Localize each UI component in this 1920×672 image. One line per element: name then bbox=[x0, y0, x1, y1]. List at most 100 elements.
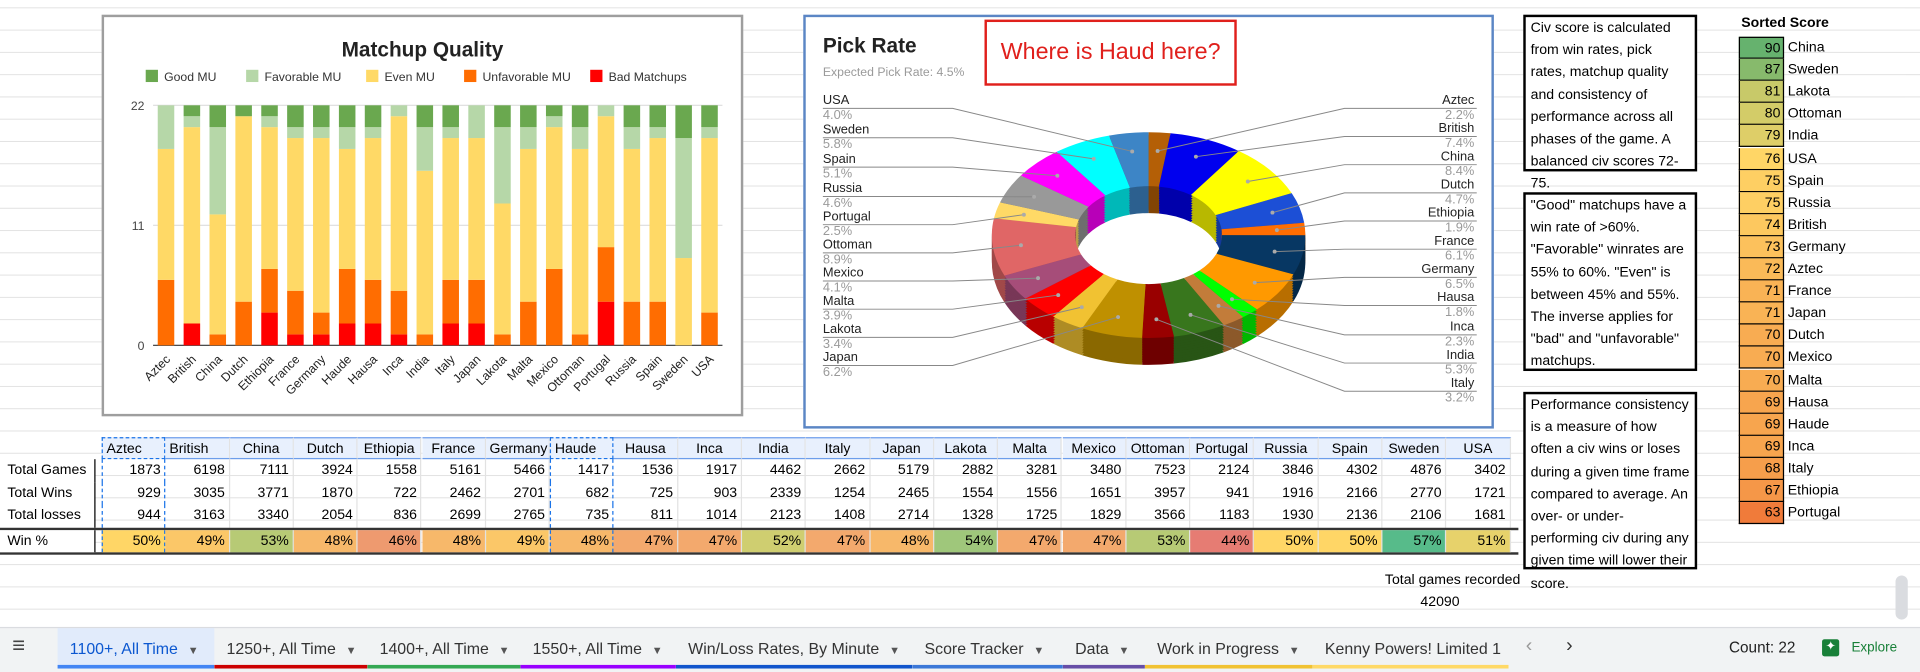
column-header-sweden[interactable]: Sweden bbox=[1382, 437, 1446, 460]
bar-bad-france[interactable] bbox=[287, 334, 304, 345]
tab-menu-caret-icon[interactable]: ▼ bbox=[188, 644, 199, 656]
table-cell[interactable]: 54% bbox=[934, 530, 998, 553]
scroll-tabs-left-icon[interactable]: ‹ bbox=[1526, 636, 1533, 658]
table-cell[interactable]: 6198 bbox=[166, 460, 230, 483]
all-sheets-menu-icon[interactable]: ≡ bbox=[12, 633, 25, 659]
column-header-mexico[interactable]: Mexico bbox=[1062, 437, 1126, 460]
table-cell[interactable]: 1183 bbox=[1190, 505, 1254, 528]
row-label[interactable]: Win % bbox=[0, 530, 96, 553]
table-cell[interactable]: 1536 bbox=[614, 460, 678, 483]
bar-favorable-hausa[interactable] bbox=[365, 127, 382, 138]
column-header-dutch[interactable]: Dutch bbox=[294, 437, 358, 460]
bar-unfavorable-malta[interactable] bbox=[520, 302, 537, 346]
sheet-tab-4[interactable]: 1550+, All Time▼ bbox=[520, 628, 676, 668]
table-cell[interactable]: 1408 bbox=[806, 505, 870, 528]
table-cell[interactable]: 1556 bbox=[998, 482, 1062, 505]
table-cell[interactable]: 2765 bbox=[486, 505, 550, 528]
table-cell[interactable]: 2166 bbox=[1318, 482, 1382, 505]
table-cell[interactable]: 2136 bbox=[1318, 505, 1382, 528]
sheet-tab-7[interactable]: Data▼ bbox=[1063, 628, 1145, 668]
tab-menu-caret-icon[interactable]: ▼ bbox=[1289, 644, 1300, 656]
table-cell[interactable]: 2123 bbox=[742, 505, 806, 528]
bar-good-usa[interactable] bbox=[701, 105, 718, 127]
table-cell[interactable]: 50% bbox=[1318, 530, 1382, 553]
bar-unfavorable-aztec[interactable] bbox=[158, 280, 175, 345]
sheet-tab-8[interactable]: Work in Progress▼ bbox=[1145, 628, 1313, 668]
bar-even-ottoman[interactable] bbox=[572, 149, 589, 334]
bar-even-malta[interactable] bbox=[520, 149, 537, 302]
bar-unfavorable-ethiopia[interactable] bbox=[261, 269, 278, 313]
bar-unfavorable-dutch[interactable] bbox=[235, 302, 252, 346]
bar-even-russia[interactable] bbox=[624, 149, 641, 302]
tab-menu-caret-icon[interactable]: ▼ bbox=[346, 644, 357, 656]
bar-good-germany[interactable] bbox=[313, 105, 330, 127]
table-cell[interactable]: 3566 bbox=[1126, 505, 1190, 528]
bar-unfavorable-hausa[interactable] bbox=[365, 280, 382, 324]
bar-favorable-india[interactable] bbox=[417, 127, 434, 171]
bar-even-usa[interactable] bbox=[701, 138, 718, 313]
table-cell[interactable]: 1916 bbox=[1254, 482, 1318, 505]
bar-unfavorable-ottoman[interactable] bbox=[572, 334, 589, 345]
sheet-tab-3[interactable]: 1400+, All Time▼ bbox=[367, 628, 520, 668]
bar-even-hausa[interactable] bbox=[365, 138, 382, 280]
table-cell[interactable]: 48% bbox=[550, 530, 614, 553]
bar-bad-ethiopia[interactable] bbox=[261, 313, 278, 346]
table-cell[interactable]: 7523 bbox=[1126, 460, 1190, 483]
bar-favorable-aztec[interactable] bbox=[158, 105, 175, 149]
table-cell[interactable]: 1681 bbox=[1446, 505, 1510, 528]
column-header-germany[interactable]: Germany bbox=[486, 437, 550, 460]
table-cell[interactable]: 52% bbox=[742, 530, 806, 553]
table-cell[interactable]: 47% bbox=[806, 530, 870, 553]
bar-even-india[interactable] bbox=[417, 171, 434, 335]
table-cell[interactable]: 2339 bbox=[742, 482, 806, 505]
bar-unfavorable-inca[interactable] bbox=[391, 291, 408, 335]
bar-favorable-sweden[interactable] bbox=[675, 138, 692, 258]
bar-even-spain[interactable] bbox=[649, 138, 666, 302]
bar-favorable-ethiopia[interactable] bbox=[261, 116, 278, 127]
table-cell[interactable]: 2662 bbox=[806, 460, 870, 483]
table-cell[interactable]: 1651 bbox=[1062, 482, 1126, 505]
column-header-portugal[interactable]: Portugal bbox=[1190, 437, 1254, 460]
bar-good-mexico[interactable] bbox=[546, 105, 563, 116]
scroll-tabs-right-icon[interactable]: › bbox=[1566, 636, 1573, 658]
table-cell[interactable]: 1014 bbox=[678, 505, 742, 528]
table-cell[interactable]: 47% bbox=[998, 530, 1062, 553]
table-cell[interactable]: 1873 bbox=[102, 460, 166, 483]
bar-bad-inca[interactable] bbox=[391, 334, 408, 345]
column-header-japan[interactable]: Japan bbox=[870, 437, 934, 460]
bar-even-italy[interactable] bbox=[442, 138, 459, 280]
bar-unfavorable-mexico[interactable] bbox=[546, 269, 563, 345]
bar-unfavorable-usa[interactable] bbox=[701, 313, 718, 346]
bar-even-inca[interactable] bbox=[391, 116, 408, 291]
bar-good-british[interactable] bbox=[184, 105, 201, 116]
table-cell[interactable]: 1417 bbox=[550, 460, 614, 483]
total-games-value[interactable]: 42090 bbox=[1420, 595, 1459, 610]
table-cell[interactable]: 48% bbox=[294, 530, 358, 553]
table-cell[interactable]: 53% bbox=[1126, 530, 1190, 553]
table-cell[interactable]: 2054 bbox=[294, 505, 358, 528]
explore-icon[interactable]: ✦ bbox=[1822, 639, 1839, 656]
bar-bad-british[interactable] bbox=[184, 323, 201, 345]
table-cell[interactable]: 4302 bbox=[1318, 460, 1382, 483]
count-status[interactable]: Count: 22 bbox=[1729, 639, 1795, 656]
bar-favorable-malta[interactable] bbox=[520, 127, 537, 149]
bar-favorable-japan[interactable] bbox=[468, 105, 485, 138]
table-cell[interactable]: 46% bbox=[358, 530, 422, 553]
table-cell[interactable]: 7111 bbox=[230, 460, 294, 483]
table-cell[interactable]: 1254 bbox=[806, 482, 870, 505]
column-header-spain[interactable]: Spain bbox=[1318, 437, 1382, 460]
table-cell[interactable]: 5466 bbox=[486, 460, 550, 483]
table-cell[interactable]: 3402 bbox=[1446, 460, 1510, 483]
bar-good-ethiopia[interactable] bbox=[261, 105, 278, 116]
column-header-russia[interactable]: Russia bbox=[1254, 437, 1318, 460]
bar-bad-hausa[interactable] bbox=[365, 323, 382, 345]
bar-good-hausa[interactable] bbox=[365, 105, 382, 127]
column-header-british[interactable]: British bbox=[166, 437, 230, 460]
column-header-lakota[interactable]: Lakota bbox=[934, 437, 998, 460]
bar-unfavorable-japan[interactable] bbox=[468, 280, 485, 324]
bar-good-sweden[interactable] bbox=[675, 105, 692, 138]
bar-good-italy[interactable] bbox=[442, 105, 459, 127]
table-cell[interactable]: 1917 bbox=[678, 460, 742, 483]
bar-good-haude[interactable] bbox=[339, 105, 356, 127]
